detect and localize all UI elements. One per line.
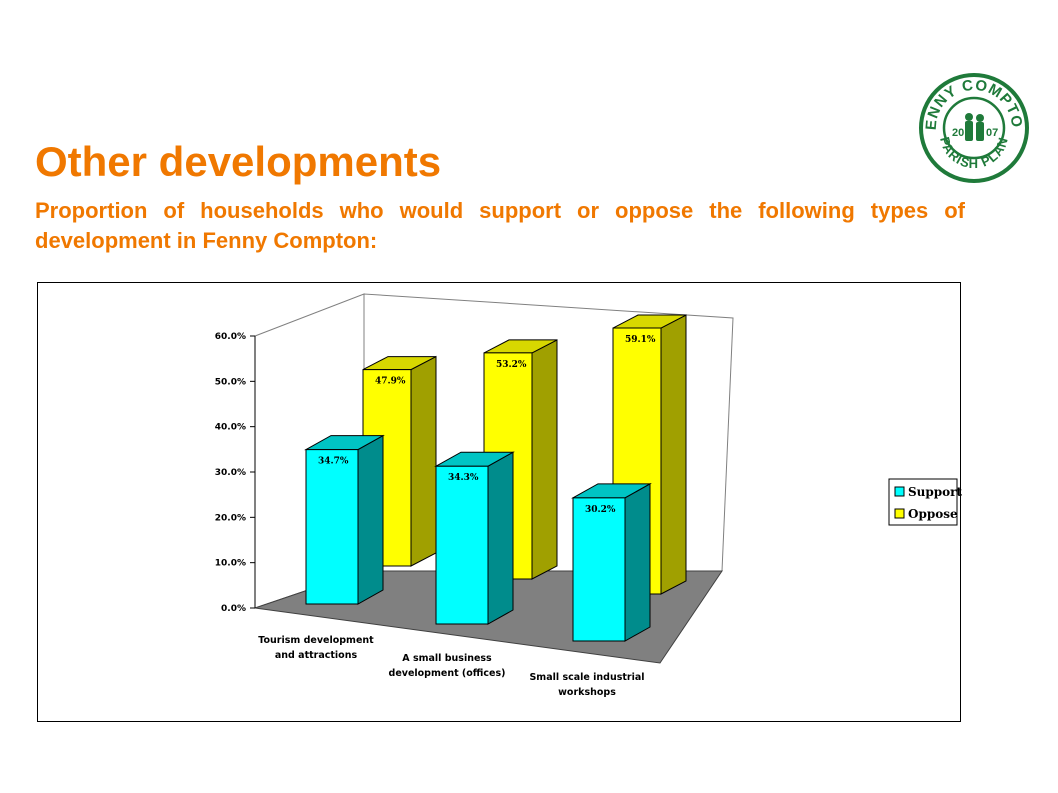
category-label: workshops [558, 687, 616, 698]
y-tick-label: 0.0% [221, 604, 246, 614]
support-bar [571, 482, 652, 642]
parish-plan-logo: FENNY COMPTON PARISH PLAN 20 07 [918, 72, 1029, 183]
support-bar-face [572, 497, 626, 642]
oppose-data-label: 59.1% [625, 335, 656, 345]
legend-entry: Oppose [908, 507, 958, 521]
logo-year-left: 20 [952, 127, 964, 139]
y-tick-label: 20.0% [215, 513, 246, 523]
category-label: Tourism development [258, 635, 374, 646]
support-data-label: 30.2% [585, 505, 616, 515]
y-tick-label: 10.0% [215, 559, 246, 569]
logo-figures-icon [965, 113, 984, 141]
category-label: A small business [402, 653, 492, 664]
support-bar-face [435, 465, 489, 625]
support-bar-face [487, 451, 514, 625]
support-data-label: 34.7% [318, 457, 349, 467]
oppose-data-label: 47.9% [375, 377, 406, 387]
page-title: Other developments [35, 138, 442, 185]
support-bar [304, 434, 385, 605]
y-tick-label: 60.0% [215, 332, 246, 342]
oppose-bar-face [660, 314, 687, 595]
y-tick-label: 50.0% [215, 377, 246, 387]
oppose-data-label: 53.2% [496, 360, 527, 370]
support-bar-face [305, 449, 359, 605]
category-label: development (offices) [389, 668, 506, 679]
support-bar-face [357, 434, 384, 605]
oppose-bar-face [410, 355, 437, 567]
y-tick-label: 30.0% [215, 468, 246, 478]
y-tick-label: 40.0% [215, 423, 246, 433]
support-data-label: 34.3% [448, 473, 479, 483]
support-bar-face [624, 482, 651, 642]
oppose-bar-face [531, 339, 558, 580]
page-subtitle: Proportion of households who would suppo… [35, 198, 965, 253]
legend-entry: Support [908, 485, 962, 499]
category-label: Small scale industrial [529, 672, 644, 683]
category-label: and attractions [275, 650, 358, 661]
legend-swatch [894, 486, 905, 497]
legend-swatch [894, 508, 905, 519]
logo-year-right: 07 [986, 127, 998, 139]
support-bar [434, 451, 515, 625]
